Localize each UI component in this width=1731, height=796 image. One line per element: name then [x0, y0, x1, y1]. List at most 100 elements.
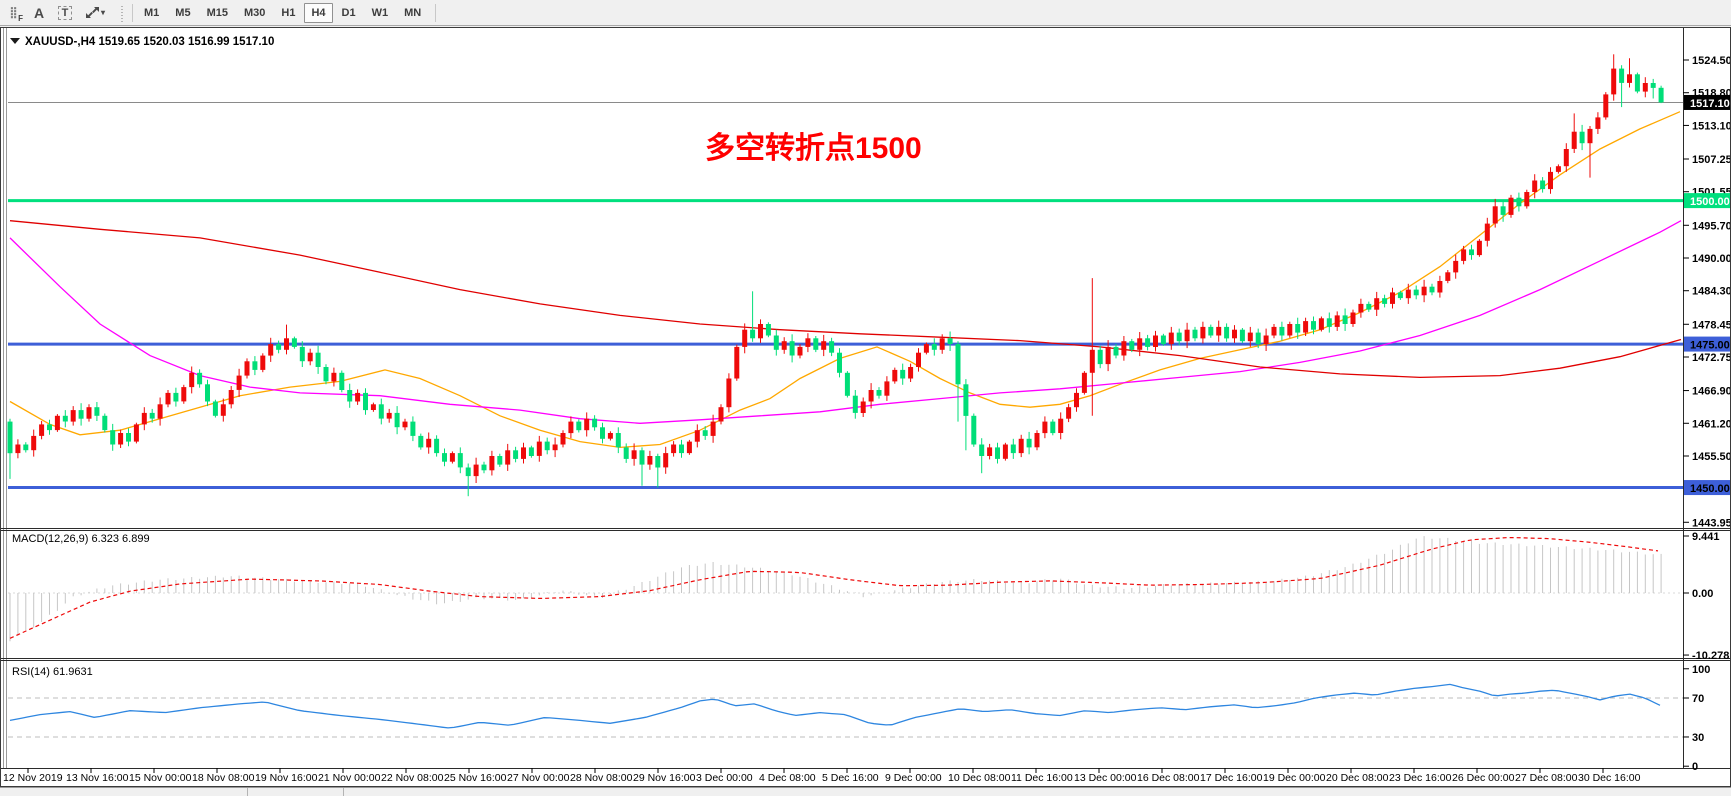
time-axis-label: 15 Nov 00:00	[129, 772, 192, 784]
timeframe-button-m5[interactable]: M5	[175, 6, 191, 19]
candle	[560, 433, 566, 445]
candle	[157, 404, 163, 419]
candle	[457, 453, 463, 468]
candle	[197, 372, 203, 385]
candle	[481, 464, 487, 471]
candle	[852, 395, 858, 413]
candle	[947, 338, 953, 344]
candle	[54, 415, 60, 431]
candle	[497, 456, 503, 465]
hline-badge-1500.00-bg[interactable]	[1684, 193, 1730, 209]
time-axis-label: 11 Dec 16:00	[1011, 772, 1073, 784]
candle	[1445, 272, 1451, 281]
font-icon[interactable]: A	[33, 4, 45, 21]
dropdown-caret-icon: ▾	[100, 8, 105, 17]
price-axis-label: 1443.95	[1692, 517, 1730, 529]
candle	[521, 447, 526, 459]
candle	[686, 441, 692, 454]
ma-slow-line	[9, 220, 1682, 379]
candle	[576, 421, 582, 431]
hline-badge-1500.00: 1500.00	[1690, 196, 1730, 208]
timeframe-button-d1[interactable]: D1	[341, 6, 356, 19]
candle	[1650, 83, 1656, 88]
time-axis-label: 26 Dec 00:00	[1452, 772, 1515, 784]
hline-badge-1475.00: 1475.00	[1690, 340, 1730, 352]
candle	[347, 390, 353, 402]
candle	[1097, 349, 1103, 365]
candle	[1271, 326, 1277, 336]
candle	[528, 447, 534, 456]
candle	[837, 352, 842, 373]
candle	[236, 375, 242, 390]
candle	[133, 424, 139, 442]
candle	[331, 372, 337, 382]
time-axis-label: 19 Nov 16:00	[255, 772, 318, 784]
timeframe-button-m30[interactable]: M30	[243, 6, 266, 19]
candle	[449, 453, 455, 462]
status-bar-separator	[343, 788, 344, 796]
hline-badge-1450.00: 1450.00	[1690, 483, 1730, 495]
candle	[1366, 303, 1372, 310]
hline-badge-1475.00-bg[interactable]	[1684, 336, 1730, 352]
candle	[631, 450, 637, 459]
diagonal-arrows-icon	[85, 7, 99, 18]
candle	[70, 410, 76, 422]
time-axis-label: 9 Dec 00:00	[885, 772, 942, 784]
hline-badge-1450.00-bg[interactable]	[1684, 480, 1730, 496]
candle	[513, 450, 519, 459]
candle	[62, 415, 68, 422]
candle	[1429, 286, 1435, 293]
candle	[110, 430, 116, 445]
candle	[568, 421, 574, 434]
timeframe-button-h1[interactable]: H1	[281, 6, 296, 19]
candle	[1390, 292, 1395, 304]
candle	[710, 421, 716, 436]
candle	[118, 433, 124, 445]
candle	[592, 418, 598, 428]
candle	[1571, 131, 1577, 149]
candle	[363, 392, 368, 411]
candle	[1303, 321, 1309, 333]
candle	[552, 444, 558, 451]
candle	[600, 427, 605, 439]
candle	[181, 387, 187, 402]
text-label-icon[interactable]: T	[54, 3, 76, 23]
annotation-text[interactable]: 多空转折点1500	[705, 132, 922, 165]
candle	[1611, 68, 1617, 95]
candle	[1010, 444, 1016, 454]
candle	[536, 441, 542, 456]
cursor-mode-icon[interactable]: ▾	[80, 3, 110, 23]
candle	[39, 424, 45, 436]
time-axis-label: 25 Nov 16:00	[444, 772, 507, 784]
candle	[1508, 197, 1514, 215]
timeframe-button-mn[interactable]: MN	[404, 6, 422, 19]
candle	[299, 346, 305, 362]
candle	[797, 346, 803, 356]
candle	[1239, 329, 1245, 342]
timeframe-button-m1[interactable]: M1	[144, 6, 160, 19]
timeframe-button-h4[interactable]: H4	[304, 2, 333, 23]
candle	[679, 444, 684, 454]
candle	[1042, 421, 1048, 434]
candle	[923, 344, 929, 353]
candle	[1295, 324, 1301, 333]
chart-shift-icon[interactable]: ⣿ F	[9, 7, 23, 23]
candle	[426, 438, 432, 448]
candle	[813, 338, 819, 350]
time-axis-label: 10 Dec 08:00	[948, 772, 1011, 784]
candle	[1413, 289, 1419, 296]
candle	[1208, 326, 1214, 336]
candle	[639, 450, 645, 465]
price-axis-label: 1455.50	[1692, 451, 1730, 463]
candle	[1500, 206, 1506, 215]
candle	[1421, 286, 1427, 296]
symbol-dropdown-icon[interactable]	[10, 38, 20, 44]
candle	[702, 430, 708, 436]
timeframe-button-w1[interactable]: W1	[371, 6, 389, 19]
candle	[987, 447, 993, 456]
candle	[623, 447, 629, 459]
candle	[1279, 326, 1285, 336]
candle	[1619, 68, 1625, 83]
candle	[544, 441, 550, 451]
timeframe-button-m15[interactable]: M15	[206, 6, 228, 19]
